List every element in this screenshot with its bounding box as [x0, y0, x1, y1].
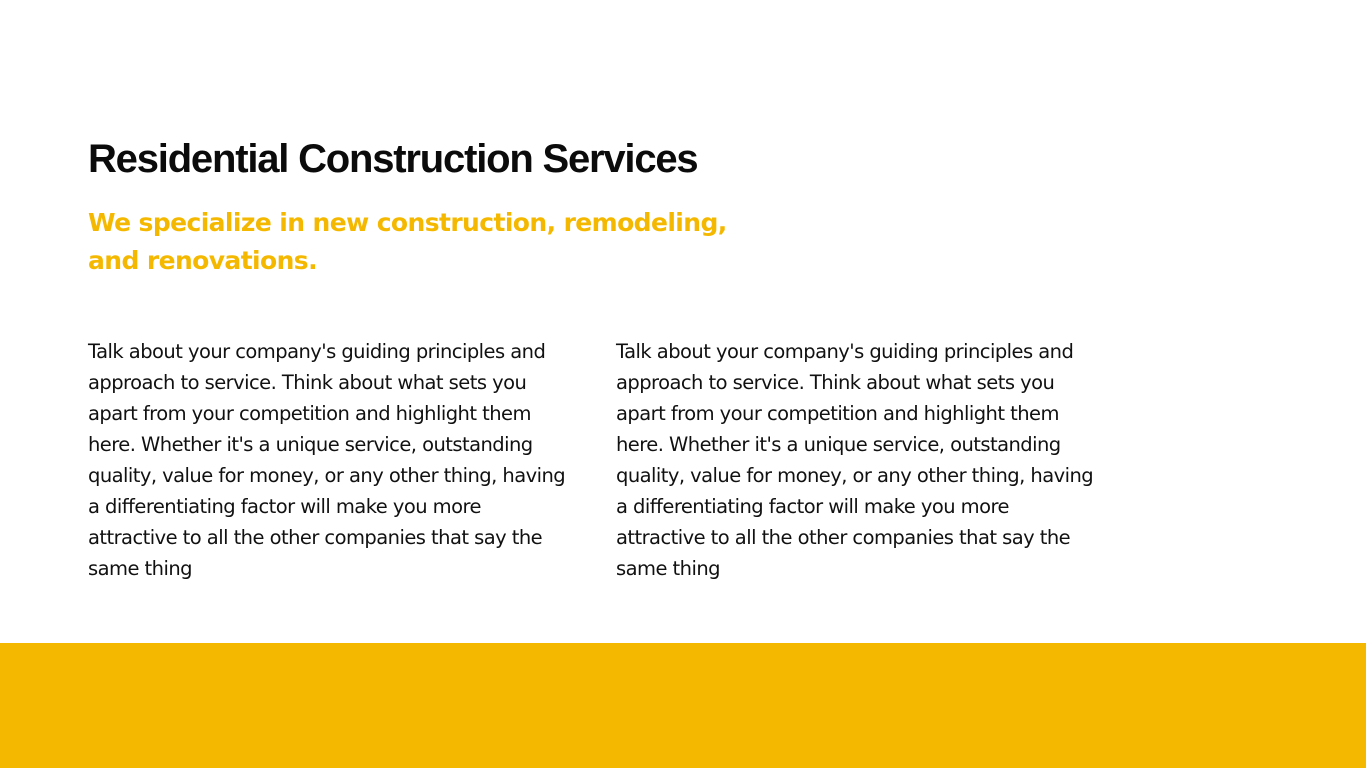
body-text-right: Talk about your company's guiding princi…	[616, 340, 1094, 580]
footer-accent-band	[0, 643, 1366, 768]
body-text-left: Talk about your company's guiding princi…	[88, 340, 566, 580]
subtitle: We specialize in new construction, remod…	[88, 208, 727, 275]
page-title: Residential Construction Services	[88, 137, 699, 181]
